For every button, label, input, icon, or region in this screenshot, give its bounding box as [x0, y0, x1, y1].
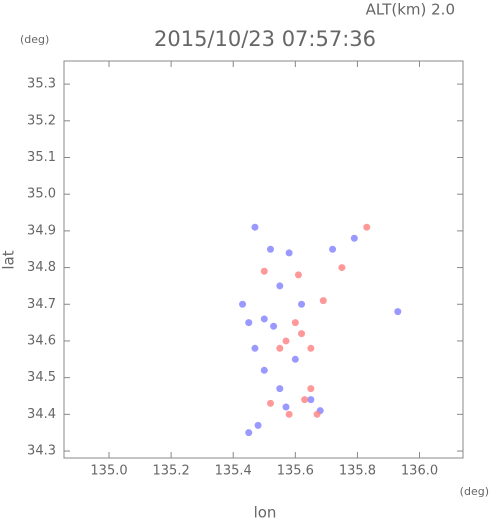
y-unit: (deg)	[20, 33, 49, 46]
data-point	[291, 355, 299, 363]
data-point	[285, 410, 293, 418]
data-point	[282, 337, 290, 345]
data-point	[285, 249, 293, 257]
chart-title: 2015/10/23 07:57:36	[154, 27, 376, 51]
y-tick-label: 35.2	[27, 113, 56, 128]
data-point	[298, 330, 306, 338]
data-point	[254, 421, 262, 429]
x-axis-label: lon	[254, 504, 277, 521]
data-point	[282, 403, 290, 411]
data-point	[329, 245, 337, 253]
data-point	[245, 319, 253, 327]
y-tick-label: 35.0	[27, 187, 56, 202]
x-unit: (deg)	[460, 485, 489, 498]
data-point	[298, 300, 306, 308]
data-point	[307, 344, 315, 352]
y-tick-label: 34.6	[27, 333, 56, 348]
y-tick-label: 34.5	[27, 370, 56, 385]
data-point	[394, 308, 402, 316]
data-point	[313, 410, 321, 418]
y-tick-label: 35.3	[27, 77, 56, 92]
data-point	[260, 315, 268, 323]
data-point	[266, 399, 274, 407]
data-point	[276, 344, 284, 352]
data-point	[291, 319, 299, 327]
data-point	[363, 223, 371, 231]
data-point	[270, 322, 278, 330]
x-tick-label: 135.8	[339, 464, 376, 479]
y-tick-label: 34.7	[27, 297, 56, 312]
x-tick-label: 135.0	[90, 464, 127, 479]
y-tick-label: 34.3	[27, 444, 56, 459]
plot-frame	[63, 60, 464, 459]
data-point	[251, 344, 259, 352]
x-tick-label: 135.2	[153, 464, 190, 479]
data-point	[260, 267, 268, 275]
data-point	[276, 282, 284, 290]
y-tick-label: 34.8	[27, 260, 56, 275]
data-point	[301, 396, 309, 404]
x-tick-label: 135.6	[277, 464, 314, 479]
y-tick-label: 35.1	[27, 150, 56, 165]
subtitle: ALT(km) 2.0	[366, 1, 455, 19]
data-point	[245, 429, 253, 437]
data-point	[260, 366, 268, 374]
data-point	[319, 297, 327, 305]
y-axis-label: lat	[0, 250, 18, 269]
x-tick-label: 135.4	[215, 464, 252, 479]
data-point	[276, 385, 284, 393]
x-tick-label: 136.0	[401, 464, 438, 479]
data-point	[266, 245, 274, 253]
data-point	[294, 271, 302, 279]
data-point	[350, 234, 358, 242]
data-point	[307, 396, 315, 404]
data-point	[251, 223, 259, 231]
data-point	[338, 264, 346, 272]
y-tick-label: 34.4	[27, 407, 56, 422]
data-point	[307, 385, 315, 393]
data-point	[239, 300, 247, 308]
y-tick-label: 34.9	[27, 223, 56, 238]
